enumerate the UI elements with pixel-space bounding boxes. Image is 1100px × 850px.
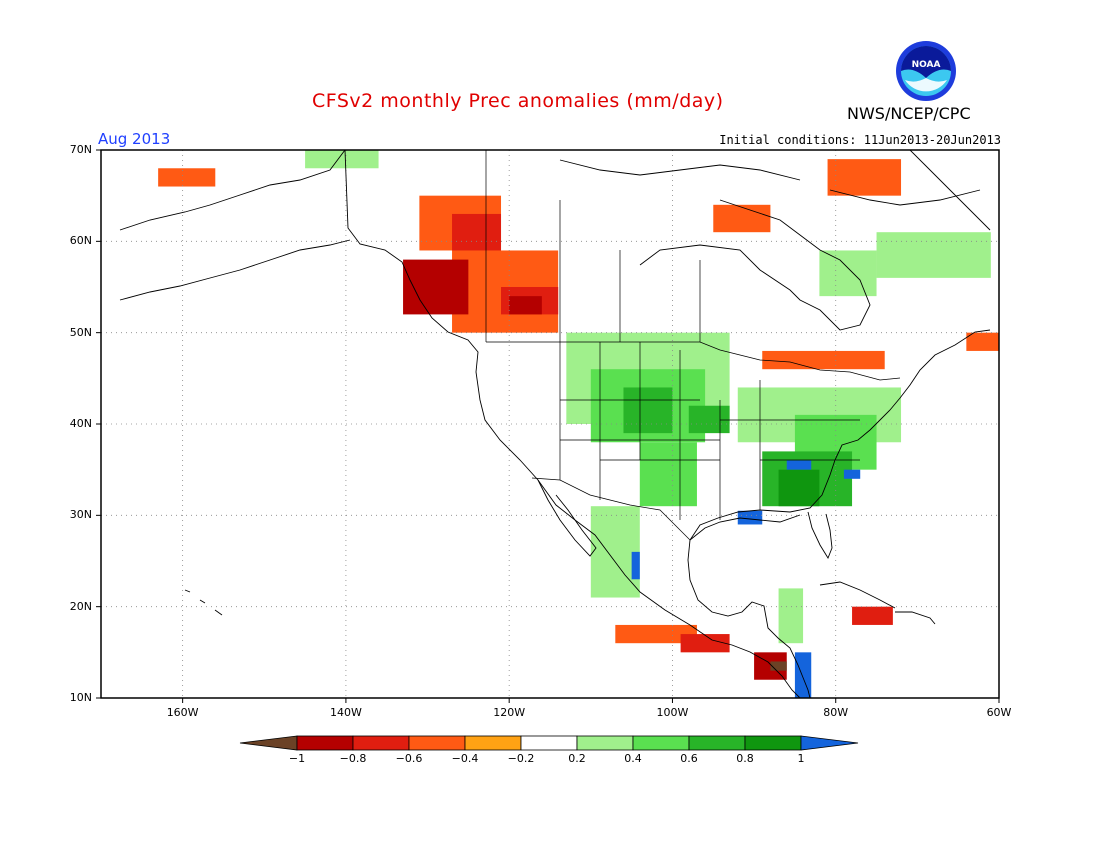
lon-label: 160W (166, 706, 199, 719)
baja-coast (537, 479, 597, 557)
anomaly-cell (509, 296, 542, 315)
us-canada-border (486, 341, 901, 381)
us-mexico-border (531, 477, 691, 541)
valid-month-label: Aug 2013 (98, 130, 171, 148)
colorbar-swatch (408, 735, 466, 751)
anomaly-cell (680, 634, 730, 653)
anomaly-cell (158, 168, 216, 187)
lon-label: 60W (986, 706, 1012, 719)
lon-label: 80W (823, 706, 849, 719)
lat-label: 70N (69, 143, 92, 156)
anomaly-cell (305, 150, 379, 169)
us-state-lines (559, 342, 860, 520)
political-borders (485, 150, 901, 541)
anomaly-cell (876, 232, 991, 278)
anomaly-cell (623, 387, 673, 434)
anomaly-cell (778, 588, 804, 644)
colorbar-label: 0.6 (680, 752, 698, 765)
hispaniola-coast (895, 611, 936, 625)
colorbar-label: 0.4 (624, 752, 642, 765)
colorbar-arrow-high (800, 735, 859, 751)
hawaii-islands (184, 589, 223, 616)
colorbar-label: 1 (797, 752, 805, 765)
lat-label: 10N (69, 691, 92, 704)
anomaly-cell (778, 469, 820, 507)
gulf-coast (689, 514, 801, 541)
colorbar-label: −0.8 (339, 752, 367, 765)
initial-conditions-label: Initial conditions: 11Jun2013-20Jun2013 (719, 133, 1001, 147)
anomaly-cell (843, 469, 861, 479)
colorbar-label: −0.4 (451, 752, 479, 765)
coastlines (119, 150, 991, 698)
lat-label: 40N (69, 417, 92, 430)
anomaly-cell (688, 405, 730, 434)
lon-label: 140W (329, 706, 362, 719)
anomaly-cell (827, 159, 902, 196)
anomaly-cell (794, 652, 812, 698)
lat-label: 60N (69, 234, 92, 248)
lat-label: 20N (69, 599, 92, 613)
colorbar-label: 0.2 (568, 752, 586, 765)
anomaly-cell (737, 510, 763, 525)
anomaly-cell (639, 442, 697, 507)
colorbar-label: −1 (288, 752, 306, 765)
anomaly-cell (452, 213, 502, 251)
noaa-logo: NOAA (896, 41, 956, 101)
colorbar (239, 735, 859, 751)
colorbar-swatch (520, 735, 578, 751)
lon-label: 100W (656, 706, 689, 719)
anomaly-cell (786, 460, 812, 470)
anomaly-cell (713, 204, 771, 233)
lat-label: 50N (69, 325, 92, 339)
colorbar-label: −0.6 (395, 752, 423, 765)
north-america-coast (344, 150, 991, 698)
cuba-coast (819, 581, 896, 609)
colorbar-swatch (744, 735, 802, 751)
colorbar-swatch (352, 735, 410, 751)
colorbar-swatch (632, 735, 690, 751)
anomaly-cell (966, 332, 999, 351)
map-title: CFSv2 monthly Prec anomalies (mm/day) (312, 90, 724, 112)
hudson-bay-coast (639, 199, 871, 331)
logo-text: NOAA (912, 60, 941, 70)
arctic-islands (559, 159, 981, 206)
florida-coast (807, 511, 833, 559)
colorbar-label: 0.8 (736, 752, 754, 765)
colorbar-arrow-low (239, 735, 298, 751)
anomaly-cell (615, 624, 697, 644)
anomaly-cell (631, 551, 640, 580)
anomaly-layer (158, 150, 999, 698)
canada-province-lines (485, 150, 701, 342)
colorbar-swatch (464, 735, 522, 751)
anomaly-cell (403, 259, 469, 315)
colorbar-label: −0.2 (507, 752, 535, 765)
greenland-coast (909, 150, 991, 231)
lat-label: 30N (69, 508, 92, 522)
colorbar-swatch (576, 735, 634, 751)
alaska-coast (119, 150, 351, 301)
colorbar-swatch (688, 735, 746, 751)
colorbar-swatch (296, 735, 354, 751)
anomaly-cell (762, 350, 885, 370)
agency-label: NWS/NCEP/CPC (847, 104, 971, 123)
anomaly-cell (852, 606, 893, 625)
anomaly-cell (819, 250, 877, 297)
anomaly-cell (770, 661, 787, 671)
lon-label: 120W (493, 706, 526, 719)
